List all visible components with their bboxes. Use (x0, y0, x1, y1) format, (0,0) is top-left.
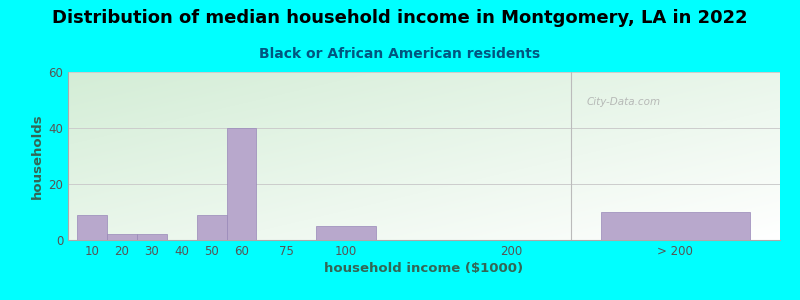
Text: Distribution of median household income in Montgomery, LA in 2022: Distribution of median household income … (52, 9, 748, 27)
Bar (601, 212, 750, 240)
Text: City-Data.com: City-Data.com (586, 97, 661, 107)
Y-axis label: households: households (31, 113, 44, 199)
Bar (197, 215, 226, 240)
Bar (137, 234, 166, 240)
X-axis label: household income ($1000): household income ($1000) (325, 262, 523, 275)
Bar (316, 226, 376, 240)
Bar (107, 234, 137, 240)
Bar (226, 128, 257, 240)
Text: Black or African American residents: Black or African American residents (259, 46, 541, 61)
Bar (77, 215, 107, 240)
